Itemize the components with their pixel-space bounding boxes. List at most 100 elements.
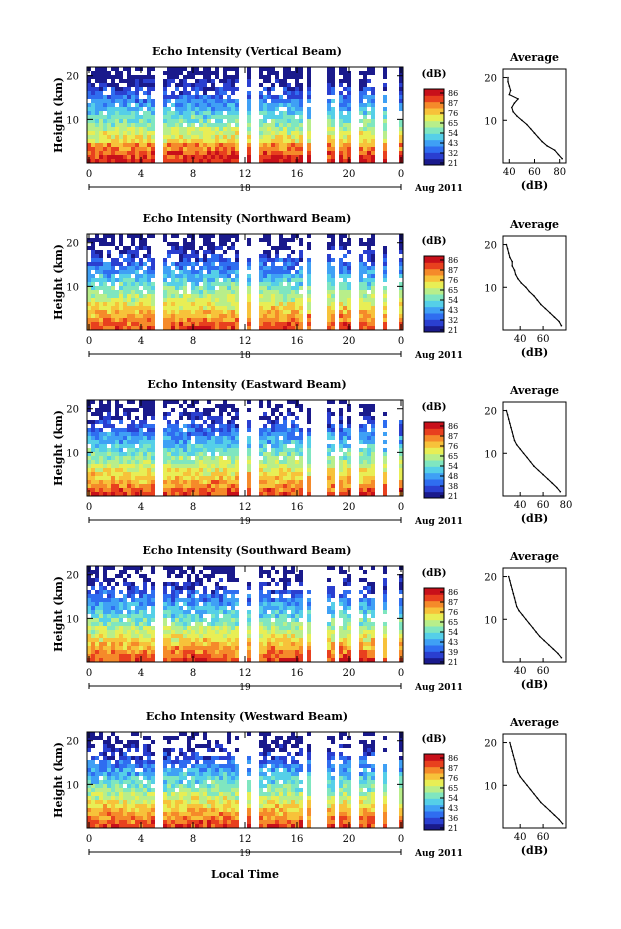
heatmap-cell: [339, 286, 343, 290]
heatmap-cell: [271, 424, 275, 428]
heatmap-cell: [363, 286, 367, 290]
heatmap-cell: [343, 67, 347, 71]
heatmap-cell: [287, 91, 291, 95]
heatmap-cell: [119, 440, 123, 444]
heatmap-cell: [339, 155, 343, 159]
heatmap-cell: [283, 75, 287, 79]
heatmap-cell: [99, 314, 103, 318]
heatmap-cell: [219, 242, 223, 246]
heatmap-cell: [367, 302, 371, 306]
heatmap-cell: [179, 610, 183, 614]
heatmap-cell: [279, 119, 283, 123]
heatmap-cell: [107, 408, 111, 412]
heatmap-cell: [339, 444, 343, 448]
colorbar-swatch: [424, 428, 444, 436]
heatmap-cell: [127, 646, 131, 650]
heatmap-cell: [279, 610, 283, 614]
heatmap-cell: [123, 578, 127, 582]
heatmap-cell: [275, 468, 279, 472]
heatmap-cell: [283, 416, 287, 420]
heatmap-cell: [343, 103, 347, 107]
heatmap-cell: [99, 460, 103, 464]
heatmap-cell: [267, 318, 271, 322]
heatmap-cell: [203, 488, 207, 492]
heatmap-cell: [291, 234, 295, 238]
heatmap-cell: [99, 586, 103, 590]
heatmap-cell: [271, 614, 275, 618]
average-profile-point: [509, 422, 511, 425]
heatmap-cell: [371, 424, 375, 428]
heatmap-cell: [287, 606, 291, 610]
heatmap-cell: [135, 143, 139, 147]
heatmap-cell: [283, 103, 287, 107]
heatmap-cell: [107, 99, 111, 103]
heatmap-cell: [207, 266, 211, 270]
heatmap-cell: [115, 492, 119, 496]
heatmap-cell: [327, 147, 331, 151]
heatmap-cell: [135, 610, 139, 614]
heatmap-cell: [195, 282, 199, 286]
heatmap-cell: [231, 87, 235, 91]
heatmap-cell: [103, 444, 107, 448]
heatmap-cell: [267, 298, 271, 302]
heatmap-cell: [235, 131, 239, 135]
heatmap-cell: [215, 147, 219, 151]
heatmap-cell: [223, 492, 227, 496]
heatmap-cell: [235, 306, 239, 310]
heatmap-cell: [271, 480, 275, 484]
heatmap-cell: [119, 294, 123, 298]
heatmap-cell: [111, 626, 115, 630]
heatmap-cell: [367, 468, 371, 472]
heatmap-cell: [131, 492, 135, 496]
heatmap-cell: [167, 290, 171, 294]
heatmap-cell: [91, 630, 95, 634]
heatmap-cell: [327, 408, 331, 412]
heatmap-cell: [267, 492, 271, 496]
heatmap-cell: [135, 91, 139, 95]
heatmap-cell: [167, 322, 171, 326]
heatmap-cell: [367, 258, 371, 262]
heatmap-cell: [287, 326, 291, 330]
heatmap-cell: [143, 626, 147, 630]
heatmap-cell: [195, 270, 199, 274]
heatmap-cell: [207, 566, 211, 570]
heatmap-cell: [135, 468, 139, 472]
heatmap-cell: [339, 119, 343, 123]
heatmap-cell: [95, 143, 99, 147]
heatmap-cell: [175, 107, 179, 111]
heatmap-cell: [123, 250, 127, 254]
heatmap-cell: [127, 79, 131, 83]
heatmap-cell: [143, 404, 147, 408]
heatmap-cell: [91, 238, 95, 242]
heatmap-cell: [95, 412, 99, 416]
heatmap-cell: [127, 75, 131, 79]
heatmap-cell: [283, 654, 287, 658]
heatmap-cell: [151, 614, 155, 618]
heatmap-cell: [179, 464, 183, 468]
heatmap-cell: [231, 614, 235, 618]
heatmap-cell: [183, 570, 187, 574]
heatmap-cell: [399, 286, 403, 290]
heatmap-cell: [223, 448, 227, 452]
heatmap-cell: [171, 658, 175, 662]
heatmap-cell: [283, 570, 287, 574]
heatmap-cell: [299, 111, 303, 115]
heatmap-cell: [215, 404, 219, 408]
heatmap-cell: [283, 428, 287, 432]
heatmap-cell: [367, 452, 371, 456]
heatmap-cell: [259, 314, 263, 318]
heatmap-cell: [275, 610, 279, 614]
heatmap-cell: [247, 484, 251, 488]
heatmap-cell: [167, 484, 171, 488]
heatmap-cell: [175, 290, 179, 294]
heatmap-cell: [399, 139, 403, 143]
heatmap-cell: [295, 83, 299, 87]
heatmap-cell: [259, 582, 263, 586]
heatmap-cell: [279, 594, 283, 598]
heatmap-cell: [211, 424, 215, 428]
heatmap-cell: [135, 634, 139, 638]
heatmap-cell: [207, 87, 211, 91]
heatmap-cell: [267, 159, 271, 163]
heatmap-cell: [135, 326, 139, 330]
